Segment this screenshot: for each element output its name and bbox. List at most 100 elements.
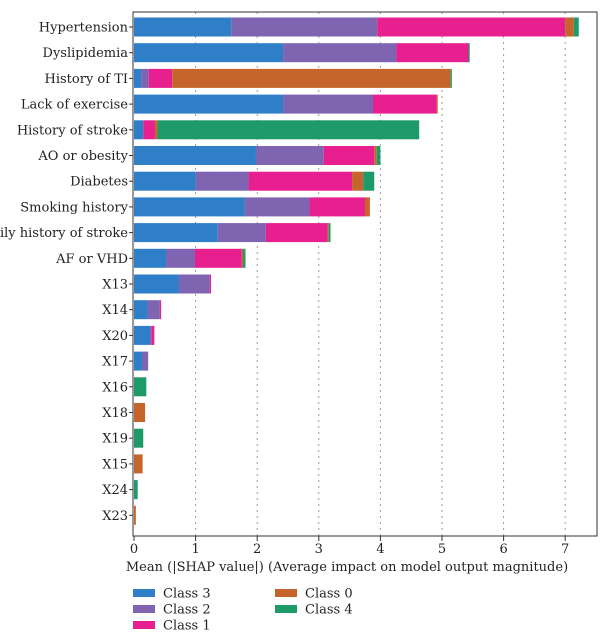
category-label: Dyslipidemia: [43, 46, 129, 61]
bar-segment-class-3: [134, 274, 179, 294]
bar-segment-class-0: [352, 171, 364, 191]
bar-segment-class-0: [241, 248, 244, 268]
bar-segment-class-0: [134, 505, 136, 525]
bar-segment-class-2: [231, 17, 378, 37]
category-label: X13: [102, 278, 128, 293]
bar-segment-class-2: [283, 43, 397, 63]
bar-segment-class-0: [154, 120, 158, 140]
bar-segment-class-2: [166, 248, 195, 268]
category-labels: Hypertension Dyslipidemia History of TI Lac…: [0, 21, 133, 524]
bar-segment-class-4: [376, 146, 381, 165]
legend-swatch: [133, 605, 155, 613]
bar-segment-class-4: [134, 377, 147, 397]
bar-segment-class-3: [134, 325, 151, 345]
bar-segment-class-4: [573, 17, 579, 37]
category-label: X15: [102, 457, 128, 472]
bar-segment-class-3: [134, 146, 256, 165]
legend-label: Class 4: [305, 603, 353, 618]
category-label: X14: [102, 303, 128, 318]
bar-segment-class-2: [255, 146, 324, 165]
bar-segment-class-1: [151, 325, 155, 345]
legend-label: Class 0: [305, 587, 353, 602]
x-tick-label: 5: [438, 542, 446, 557]
bar-segment-class-3: [134, 300, 148, 320]
x-axis-title: Mean (|SHAP value|) (Average impact on m…: [126, 560, 568, 575]
bar-segment-class-3: [134, 351, 143, 371]
legend-label: Class 2: [163, 603, 211, 618]
bar-segment-class-3: [134, 68, 142, 88]
bar-segment-class-2: [217, 223, 266, 243]
bar-segment-class-0: [327, 223, 329, 243]
bar-segment-class-3: [134, 248, 167, 268]
category-label: History of TI: [45, 72, 128, 87]
bar-segment-class-4: [243, 248, 246, 268]
x-tick-label: 4: [376, 542, 384, 557]
bar-segment-class-3: [134, 223, 218, 243]
bar-segment-class-0: [565, 17, 574, 37]
bar-segment-class-1: [148, 68, 173, 88]
category-label: Family history of stroke: [0, 226, 128, 241]
bar-segment-class-4: [328, 223, 331, 243]
category-label: Smoking history: [20, 200, 128, 215]
bar-segment-class-0: [134, 403, 146, 422]
bar-segment-class-1: [159, 300, 162, 320]
bar-segment-class-4: [363, 171, 375, 191]
category-label: Diabetes: [70, 175, 128, 190]
bar-segment-class-4: [134, 480, 138, 500]
bar-segment-class-1: [396, 43, 469, 63]
category-label: AF or VHD: [55, 252, 128, 267]
bar-segment-class-0: [374, 146, 377, 165]
category-label: X20: [102, 329, 128, 344]
legend-swatch: [275, 589, 297, 597]
legend-swatch: [133, 589, 155, 597]
bar-segment-class-1: [248, 171, 353, 191]
category-label: AO or obesity: [37, 149, 128, 164]
bar-segment-class-1: [143, 120, 155, 140]
bar-segment-class-4: [468, 43, 470, 63]
bar-segment-class-3: [134, 17, 232, 37]
bar-segment-class-0: [365, 197, 370, 217]
bars: [134, 17, 579, 525]
category-label: X24: [102, 483, 128, 498]
bar-segment-class-1: [377, 17, 566, 37]
x-tick-label: 6: [499, 542, 507, 557]
bar-segment-class-1: [323, 146, 375, 165]
bar-segment-class-3: [134, 43, 284, 63]
bar-segment-class-2: [195, 171, 249, 191]
bar-segment-class-2: [150, 325, 152, 345]
bar-segment-class-3: [134, 171, 196, 191]
x-axis-ticks: 0 1 2 3 4 5 6 7: [130, 536, 569, 557]
legend-swatch: [275, 605, 297, 613]
bar-segment-class-1: [373, 94, 437, 114]
category-label: History of stroke: [17, 123, 128, 138]
bar-segment-class-4: [450, 68, 452, 88]
category-label: X23: [102, 509, 128, 524]
bar-segment-class-0: [172, 68, 451, 88]
bar-segment-class-4: [157, 120, 420, 140]
bar-segment-class-2: [142, 351, 149, 371]
legend-label: Class 3: [163, 587, 211, 602]
bar-segment-class-2: [283, 94, 374, 114]
bar-segment-class-1: [209, 274, 211, 294]
bar-segment-class-2: [178, 274, 210, 294]
category-label: X16: [102, 380, 128, 395]
bar-segment-class-3: [134, 94, 284, 114]
bar-segment-class-1: [194, 248, 242, 268]
x-tick-label: 2: [253, 542, 261, 557]
x-tick-label: 1: [191, 542, 199, 557]
legend-label: Class 1: [163, 619, 211, 634]
legend-swatch: [133, 621, 155, 629]
category-label: X18: [102, 406, 128, 421]
x-tick-label: 3: [315, 542, 323, 557]
bar-segment-class-2: [147, 300, 160, 320]
bar-segment-class-3: [134, 197, 245, 217]
bar-segment-class-2: [244, 197, 310, 217]
plot-frame: [132, 11, 598, 537]
bar-segment-class-0: [436, 94, 438, 114]
category-label: Hypertension: [39, 21, 129, 36]
category-label: Lack of exercise: [21, 98, 128, 113]
x-tick-label: 0: [130, 542, 138, 557]
